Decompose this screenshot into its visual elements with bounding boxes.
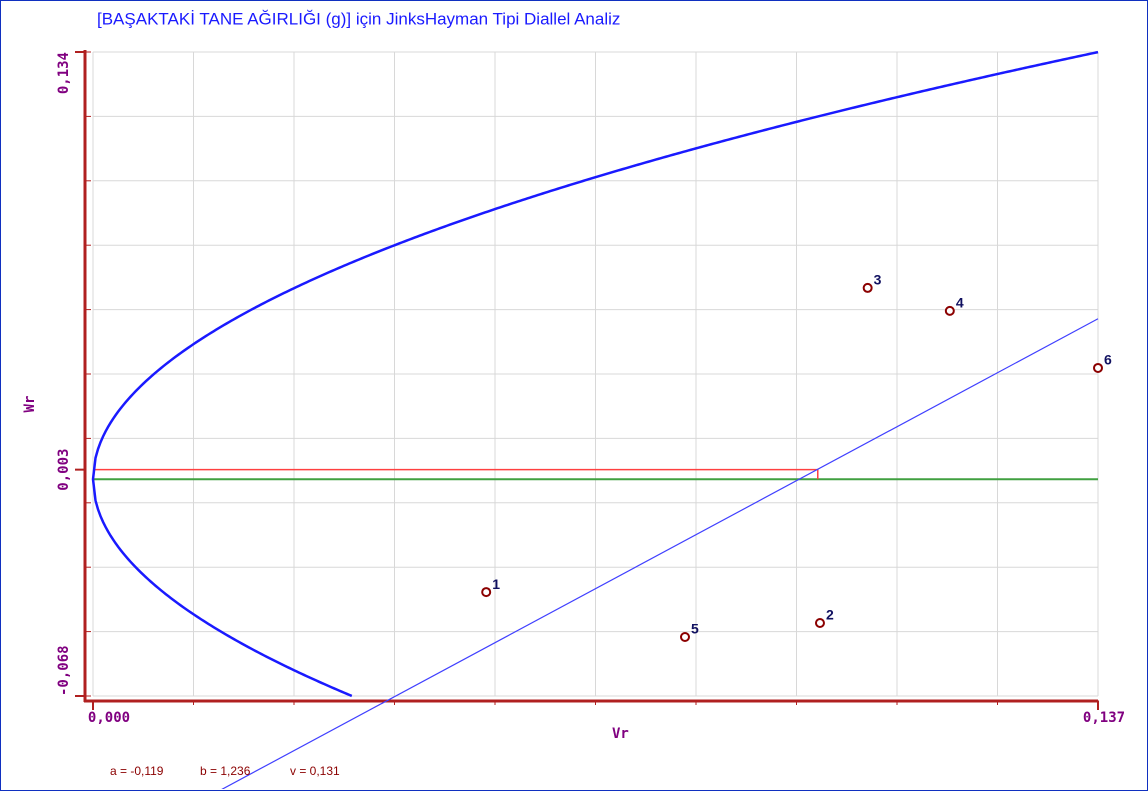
chart-title: [BAŞAKTAKİ TANE AĞIRLIĞI (g)] için Jinks… xyxy=(97,9,620,28)
footer: a = -0,119 b = 1,236 v = 0,131 xyxy=(110,764,340,778)
point xyxy=(862,282,873,293)
regression-line xyxy=(221,318,1099,789)
point xyxy=(481,587,492,598)
coef-v: v = 0,131 xyxy=(290,764,340,778)
plot: -0,068 0,003 0,134 0,000 0,137 1 2 3 4 5 6 xyxy=(56,50,1125,789)
point-label: 1 xyxy=(492,576,500,592)
y-tick-label: 0,134 xyxy=(56,52,72,94)
coef-b: b = 1,236 xyxy=(200,764,251,778)
point-label: 5 xyxy=(691,621,699,637)
coef-a: a = -0,119 xyxy=(110,764,164,778)
point xyxy=(1093,362,1103,373)
y-axis-label: Wr xyxy=(22,396,38,413)
point-label: 2 xyxy=(826,607,834,623)
y-tick-label: 0,003 xyxy=(56,449,72,491)
point xyxy=(814,617,825,628)
x-tick-label: 0,137 xyxy=(1083,710,1125,726)
point xyxy=(679,632,690,643)
x-axis-label: Vr xyxy=(612,726,629,742)
parabola xyxy=(91,50,1099,698)
y-tick-label: -0,068 xyxy=(56,645,72,696)
point xyxy=(944,305,955,316)
point-label: 4 xyxy=(956,295,964,311)
point-label: 6 xyxy=(1104,352,1112,368)
x-tick-label: 0,000 xyxy=(88,710,130,726)
point-label: 3 xyxy=(874,272,882,288)
